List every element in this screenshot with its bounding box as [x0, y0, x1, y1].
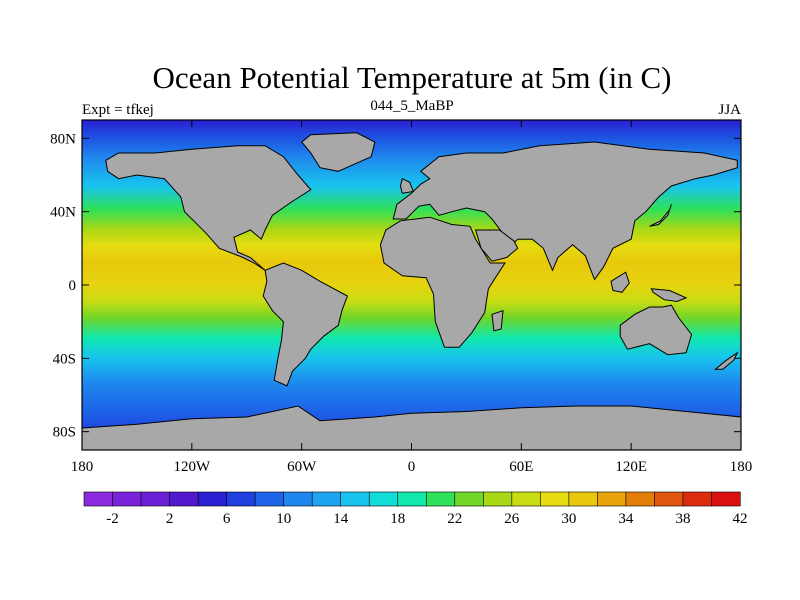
- latitude-axis: 80N 40N 0 40S 80S: [50, 131, 741, 441]
- colorbar-swatch: [254, 491, 285, 507]
- colorbar-swatch: [197, 491, 228, 507]
- land-arabia: [474, 229, 519, 262]
- colorbar-swatch: [511, 491, 541, 507]
- colorbar-swatch: [112, 491, 142, 507]
- colorbar: -2 2 6 10 14 18 22 26 30 34 38 42: [83, 491, 748, 527]
- colorbar-swatch: [482, 491, 513, 507]
- land-new-guinea: [650, 288, 688, 303]
- land-madagascar: [491, 309, 504, 332]
- experiment-label: Expt = tfkej: [82, 102, 154, 118]
- colorbar-swatch: [654, 491, 684, 507]
- land-masses: [81, 132, 742, 451]
- colorbar-swatch: [397, 491, 427, 507]
- land-borneo: [610, 271, 630, 293]
- lon-tick-label: 180: [730, 459, 753, 475]
- lon-tick-label: 180: [71, 459, 94, 475]
- season-label: JJA: [718, 102, 741, 118]
- colorbar-label: 6: [223, 511, 231, 527]
- colorbar-label: 30: [561, 511, 576, 527]
- colorbar-swatch: [226, 491, 256, 507]
- colorbar-swatch: [311, 491, 342, 507]
- land-japan: [649, 204, 672, 227]
- colorbar-label: 14: [333, 511, 349, 527]
- lat-tick-label: 40N: [50, 205, 76, 221]
- colorbar-swatch: [340, 491, 370, 507]
- land-new-zealand: [714, 351, 739, 370]
- colorbar-swatch: [283, 491, 313, 507]
- land-uk: [399, 177, 414, 194]
- colorbar-label: 18: [390, 511, 405, 527]
- colorbar-swatch: [140, 491, 171, 507]
- map-plot-area: [81, 119, 742, 451]
- lon-tick-label: 120E: [615, 459, 647, 475]
- land-australia: [619, 304, 693, 356]
- colorbar-swatch: [454, 491, 484, 507]
- land-north-america: [105, 145, 312, 271]
- colorbar-label: 26: [504, 511, 520, 527]
- colorbar-label: 22: [447, 511, 462, 527]
- lat-tick-label: 0: [69, 278, 77, 294]
- colorbar-swatch: [83, 491, 114, 507]
- colorbar-label: -2: [106, 511, 119, 527]
- colorbar-swatch: [169, 491, 199, 507]
- lon-tick-label: 60W: [287, 459, 317, 475]
- lat-tick-label: 40S: [53, 351, 76, 367]
- colorbar-label: 42: [733, 511, 748, 527]
- colorbar-swatch: [540, 491, 570, 507]
- colorbar-swatch: [568, 491, 598, 507]
- colorbar-swatch: [711, 491, 741, 507]
- lat-tick-label: 80S: [53, 425, 76, 441]
- colorbar-label: 2: [166, 511, 174, 527]
- lon-tick-label: 120W: [173, 459, 211, 475]
- land-eurasia: [392, 141, 738, 281]
- colorbar-swatch: [425, 491, 456, 507]
- map-title: Ocean Potential Temperature at 5m (in C): [153, 60, 672, 95]
- lon-tick-label: 60E: [509, 459, 533, 475]
- colorbar-swatch: [625, 491, 656, 507]
- lat-tick-label: 80N: [50, 131, 76, 147]
- land-greenland: [300, 132, 376, 172]
- colorbar-label: 38: [676, 511, 691, 527]
- lon-tick-label: 0: [408, 459, 416, 475]
- colorbar-label: 34: [618, 511, 634, 527]
- colorbar-swatch: [368, 491, 399, 507]
- colorbar-label: 10: [276, 511, 291, 527]
- land-africa: [379, 216, 506, 348]
- longitude-axis: 180 120W 60W 0 60E 120E 180: [71, 120, 753, 475]
- colorbar-swatch: [597, 491, 627, 507]
- age-label: 044_5_MaBP: [370, 98, 453, 114]
- land-south-america: [262, 262, 349, 387]
- colorbar-swatch: [682, 491, 713, 507]
